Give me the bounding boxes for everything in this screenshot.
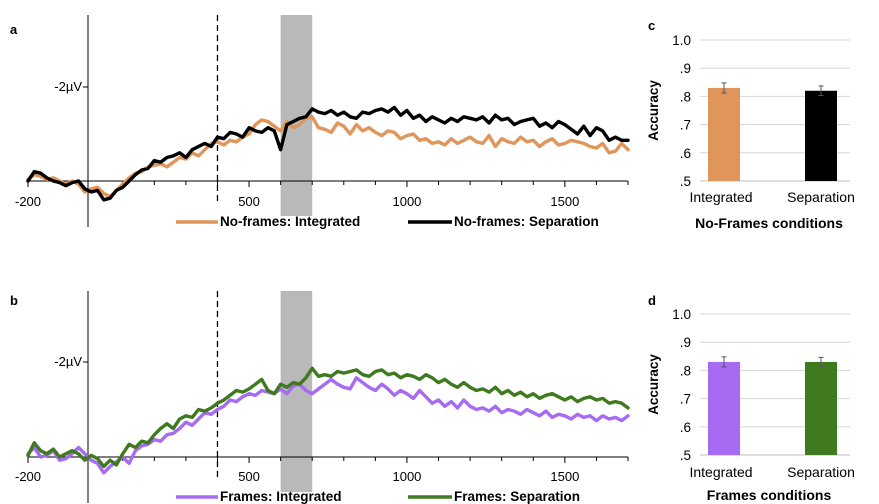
panel-label: b [10,293,18,308]
y-tick-label: .5 [680,174,691,189]
bar-separation [805,90,837,181]
y-tick-label: -2µV [54,354,82,369]
y-tick-label: .7 [680,392,691,407]
bar-integrated [708,361,740,455]
x-tick-label: 1500 [550,194,579,209]
panel-label: d [648,293,656,308]
category-label: Separation [787,189,855,205]
series-line-1 [26,376,630,475]
x-tick-label: 1000 [392,469,421,484]
x-tick-label: -200 [15,469,41,484]
accuracy-panel-d: d .5 .6 .7 .8 .9 1.0 Integrated Separation Accura… [646,293,855,503]
legend-label: No-frames: Separation [454,214,599,229]
x-tick-label: 1000 [392,194,421,209]
panel-label: c [648,18,655,33]
accuracy-panel-c: c .5 .6 .7 .8 .9 1.0 Integrated Separation Accura… [646,18,855,231]
legend-label: Frames: Separation [454,489,580,504]
y-tick-label: -2µV [54,79,82,94]
x-tick-label: 500 [238,469,260,484]
series-line-1 [26,115,630,199]
bar-integrated [708,87,740,181]
y-tick-label: .7 [680,118,691,133]
x-tick-label: -200 [15,194,41,209]
y-tick-label: .8 [680,89,691,104]
y-tick-label: 1.0 [672,33,691,48]
y-axis-label: Accuracy [646,354,661,415]
y-tick-label: .6 [680,146,691,161]
series-line-2 [26,105,630,202]
x-axis-label: Frames conditions [707,487,832,503]
category-label: Integrated [689,464,752,480]
y-tick-label: .9 [680,335,691,350]
y-tick-label: 1.0 [672,307,691,322]
y-tick-label: .8 [680,363,691,378]
erp-panel-b: b -2µV -200 500 1000 1500 Frames: Integrated Fr… [10,291,630,504]
legend-label: No-frames: Integrated [220,214,360,229]
x-tick-label: 1500 [550,469,579,484]
x-axis-label: No-Frames conditions [695,215,843,231]
y-tick-label: .9 [680,61,691,76]
x-tick-label: 500 [238,194,260,209]
y-tick-label: .5 [680,448,691,463]
category-label: Separation [787,464,855,480]
y-tick-label: .6 [680,420,691,435]
legend-label: Frames: Integrated [220,489,342,504]
erp-panel-a: a -2µV -200 500 1000 1500 No-frames: Integrate… [10,15,630,229]
panel-label: a [10,22,18,37]
bar-separation [805,361,837,455]
category-label: Integrated [689,189,752,205]
series-line-2 [26,366,630,469]
y-axis-label: Accuracy [646,80,661,141]
